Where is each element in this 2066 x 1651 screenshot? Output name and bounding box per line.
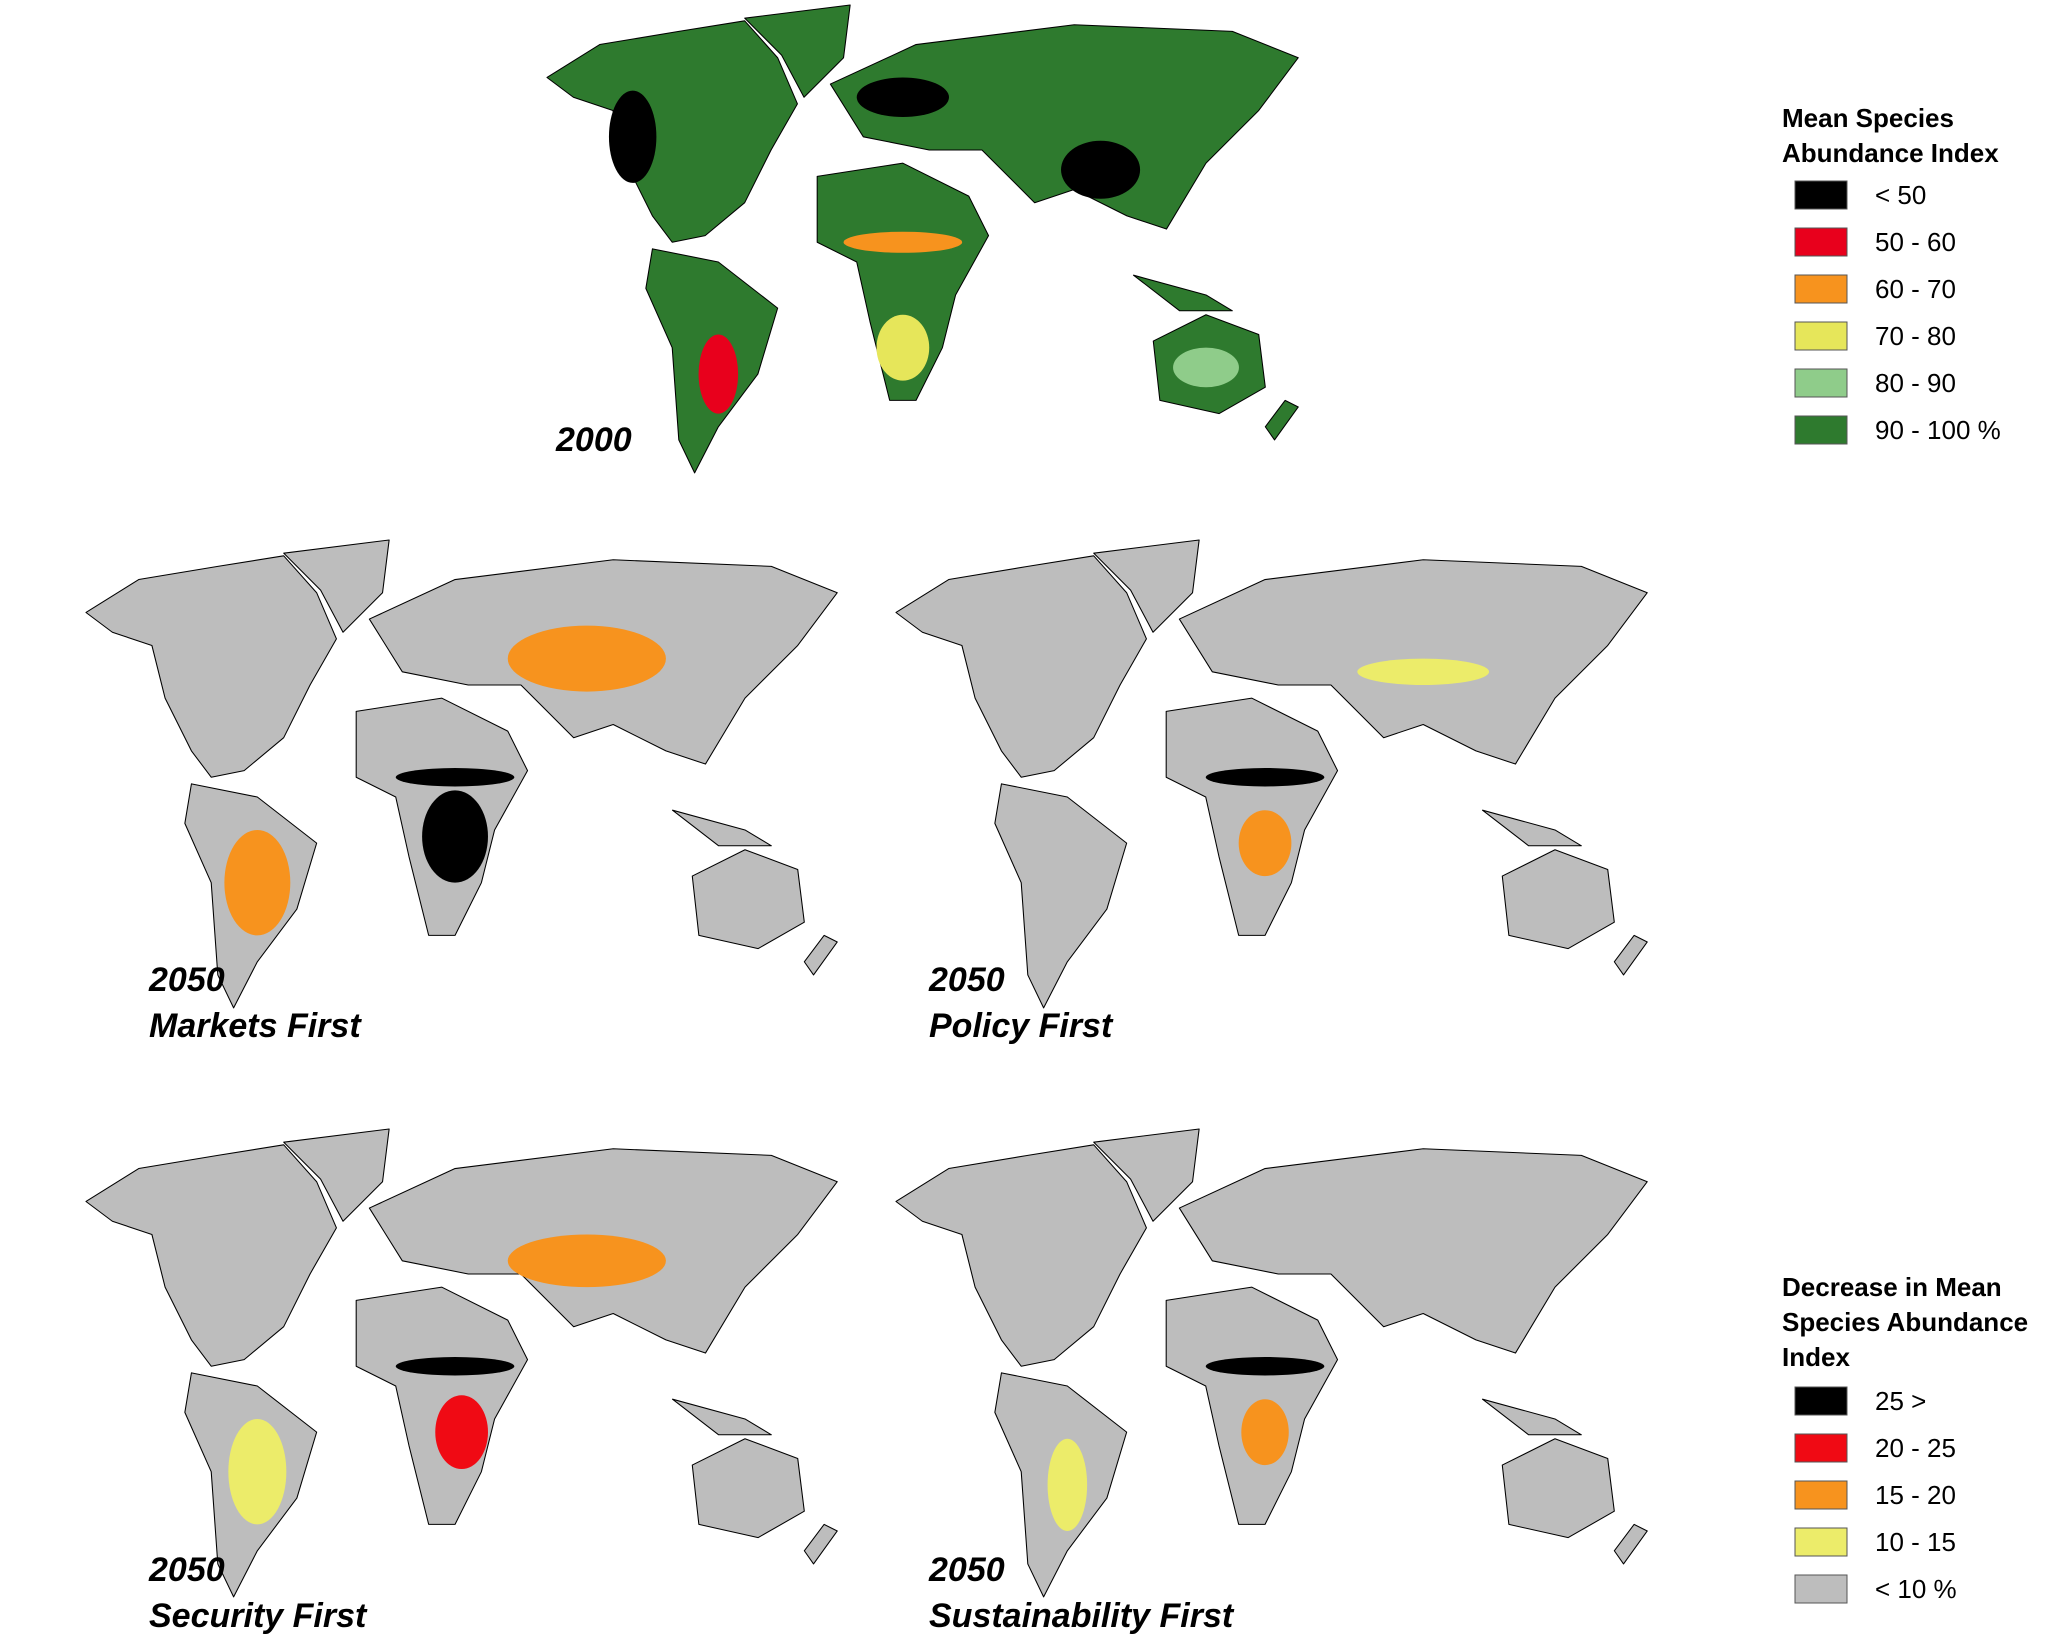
map-security-first	[85, 1128, 838, 1598]
legend-swatch	[1794, 227, 1848, 257]
legend-swatch	[1794, 321, 1848, 351]
map-year: 2050	[928, 961, 1005, 999]
legend-swatch	[1794, 1527, 1848, 1557]
map-labels: 2000 2050 Markets First 2050 Policy First 205…	[148, 421, 1235, 1635]
legends: Mean Species Abundance Index < 50 50 - 60 60…	[1782, 103, 2028, 1604]
map-year: 2050	[148, 961, 225, 999]
legend-label: 10 - 15	[1875, 1527, 1956, 1557]
legend-label: < 10 %	[1875, 1574, 1957, 1604]
map-policy-first	[895, 539, 1648, 1009]
legend-swatch	[1794, 415, 1848, 445]
legend-swatch	[1794, 180, 1848, 210]
map-year: 2050	[928, 1551, 1005, 1589]
legend-label: < 50	[1875, 180, 1926, 210]
legend-label: 25 >	[1875, 1386, 1926, 1416]
map-scenario: Sustainability First	[929, 1597, 1235, 1635]
legend-swatch	[1794, 368, 1848, 398]
map-2000	[546, 4, 1299, 474]
legend-swatch	[1794, 1480, 1848, 1510]
legend-title: Decrease in Mean	[1782, 1272, 2002, 1302]
legend-label: 80 - 90	[1875, 368, 1956, 398]
legend-label: 15 - 20	[1875, 1480, 1956, 1510]
legend-swatch	[1794, 1386, 1848, 1416]
legend-label: 20 - 25	[1875, 1433, 1956, 1463]
legend-title: Species Abundance	[1782, 1307, 2028, 1337]
legend-label: 60 - 70	[1875, 274, 1956, 304]
map-year: 2050	[148, 1551, 225, 1589]
map-scenario: Policy First	[929, 1007, 1114, 1045]
map-scenario: Markets First	[149, 1007, 362, 1045]
legend-swatch	[1794, 1433, 1848, 1463]
legend-title: Abundance Index	[1782, 138, 1999, 168]
legend-title: Mean Species	[1782, 103, 1954, 133]
map-sustainability-first	[895, 1128, 1648, 1598]
map-scenario: Security First	[149, 1597, 368, 1635]
map-year: 2000	[555, 421, 632, 459]
legend-swatch	[1794, 274, 1848, 304]
legend-title: Index	[1782, 1342, 1850, 1372]
legend-swatch	[1794, 1574, 1848, 1604]
map-markets-first	[85, 539, 838, 1009]
legend-label: 90 - 100 %	[1875, 415, 2001, 445]
legend-label: 70 - 80	[1875, 321, 1956, 351]
legend-label: 50 - 60	[1875, 227, 1956, 257]
